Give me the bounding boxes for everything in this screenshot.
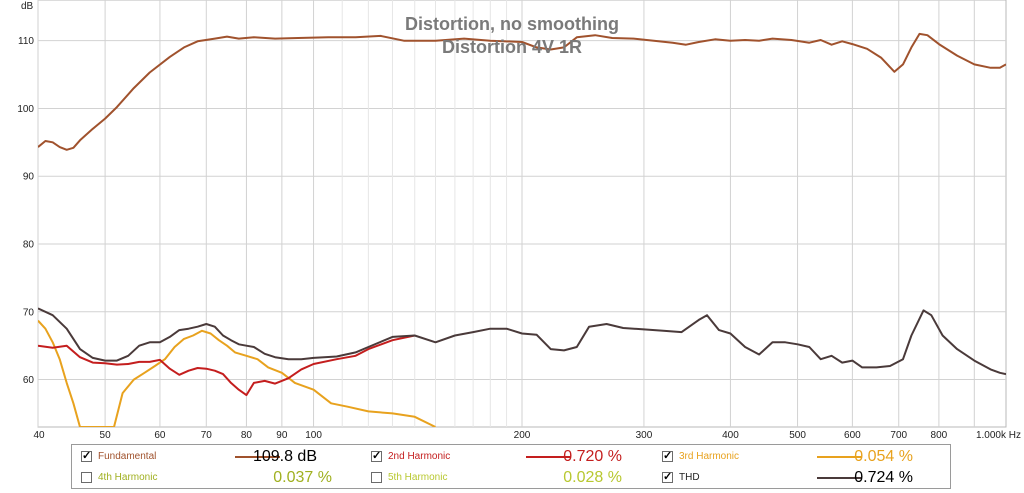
legend-value-2nd-harmonic: 0.720 %: [563, 448, 622, 465]
series-line-2nd-harmonic: [38, 334, 415, 397]
legend-value-thd: 0.724 %: [854, 469, 913, 486]
x-tick-label: 50: [100, 430, 112, 441]
y-tick-label: 60: [23, 375, 35, 386]
checkbox-3rd-harmonic[interactable]: ✓: [662, 450, 673, 462]
legend-swatch-3rd-harmonic: [817, 456, 862, 458]
legend-swatch-2nd-harmonic: [526, 456, 571, 458]
x-tick-label: 500: [789, 430, 806, 441]
legend-label-thd: THD: [679, 472, 700, 483]
series-line-thd: [38, 307, 1006, 376]
x-tick-label: 800: [931, 430, 948, 441]
y-tick-label: 80: [23, 240, 35, 251]
checkbox-fundamental[interactable]: ✓: [81, 450, 92, 462]
x-tick-label: 1.000k Hz: [976, 430, 1021, 441]
checkbox-thd[interactable]: ✓: [662, 471, 673, 483]
legend-value-4th-harmonic: 0.037 %: [273, 469, 332, 486]
x-tick-label: 90: [276, 430, 288, 441]
grid: [37, 0, 1006, 427]
legend-label-4th-harmonic: 4th Harmonic: [98, 472, 158, 483]
y-tick-label: 70: [23, 307, 35, 318]
y-tick-label: 110: [18, 36, 34, 47]
legend-value-fundamental: 109.8 dB: [252, 448, 317, 465]
x-tick-label: 100: [305, 430, 322, 441]
y-tick-label: 90: [23, 172, 35, 183]
checkbox-4th-harmonic[interactable]: [81, 472, 92, 483]
x-tick-label: 600: [844, 430, 861, 441]
y-axis: 60 70 80 90 100 110: [17, 36, 34, 386]
checkbox-5th-harmonic[interactable]: [371, 472, 382, 483]
x-tick-label: 400: [722, 430, 739, 441]
legend-label-2nd-harmonic: 2nd Harmonic: [388, 451, 451, 462]
x-tick-label: 200: [514, 430, 531, 441]
series-line-fundamental: [38, 32, 1006, 151]
x-tick-label: 60: [154, 430, 166, 441]
checkbox-2nd-harmonic[interactable]: ✓: [371, 450, 382, 462]
legend-label-5th-harmonic: 5th Harmonic: [388, 472, 448, 483]
legend-swatch-thd: [817, 477, 862, 479]
x-tick-label: 80: [241, 430, 253, 441]
series-line-3rd-harmonic: [38, 319, 436, 427]
legend-value-5th-harmonic: 0.028 %: [563, 469, 622, 486]
y-tick-label: 100: [17, 104, 34, 115]
series-lines: [38, 32, 1006, 427]
legend-label-3rd-harmonic: 3rd Harmonic: [679, 451, 740, 462]
x-axis: 40 50 60 70 80 90 100 200 300 400 500 600 700 800 1.00…: [33, 430, 1021, 441]
x-tick-label: 40: [33, 430, 45, 441]
legend-swatch-fundamental: [235, 456, 280, 458]
x-tick-label: 300: [636, 430, 653, 441]
legend-label-fundamental: Fundamental: [98, 451, 157, 462]
legend-value-3rd-harmonic: 0.054 %: [854, 448, 913, 465]
chart-title: Distortion, no smoothing: [405, 14, 619, 34]
y-axis-label: dB: [21, 1, 34, 12]
x-tick-label: 70: [201, 430, 213, 441]
chart-subtitle: Distortion 4V 1R: [442, 37, 582, 57]
x-tick-label: 700: [890, 430, 907, 441]
legend: ✓ Fundamental 109.8 dB ✓ 2nd Harmonic 0.…: [71, 444, 951, 489]
